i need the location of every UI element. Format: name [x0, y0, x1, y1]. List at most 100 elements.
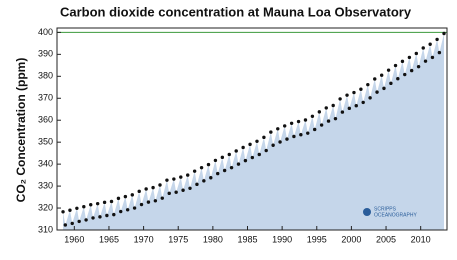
- data-point: [292, 134, 296, 139]
- data-point: [276, 127, 280, 131]
- data-point: [153, 199, 158, 203]
- data-point: [179, 175, 183, 179]
- data-point: [186, 173, 190, 177]
- data-point: [278, 140, 282, 144]
- data-point: [123, 194, 128, 199]
- data-point: [340, 110, 345, 114]
- data-point: [326, 119, 331, 123]
- x-tick-label: 1970: [134, 234, 154, 244]
- data-point: [430, 55, 435, 60]
- data-point: [82, 205, 86, 209]
- data-point: [220, 155, 225, 160]
- data-point: [206, 162, 211, 167]
- y-tick-label: 330: [38, 180, 53, 190]
- data-point: [331, 103, 335, 108]
- data-point: [414, 51, 419, 56]
- x-tick-label: 1995: [307, 234, 327, 244]
- data-point: [312, 127, 317, 132]
- logo-text: OCEANOGRAPHY: [374, 212, 417, 218]
- data-point: [416, 64, 421, 69]
- data-point: [248, 142, 252, 147]
- data-point: [303, 118, 308, 122]
- data-point: [75, 206, 79, 210]
- data-point: [95, 201, 100, 206]
- data-point: [241, 145, 245, 150]
- y-tick-label: 310: [38, 224, 53, 234]
- data-point: [119, 209, 123, 214]
- data-point: [271, 143, 275, 147]
- data-point: [393, 63, 398, 68]
- data-point: [319, 123, 324, 127]
- data-point: [216, 171, 220, 176]
- data-point: [158, 183, 162, 187]
- x-tick-label: 1980: [203, 234, 223, 244]
- data-point: [68, 208, 72, 212]
- x-tick-label: 2000: [341, 234, 361, 244]
- data-point: [130, 193, 134, 197]
- data-point: [400, 59, 405, 64]
- y-tick-label: 390: [38, 49, 53, 59]
- logo-text: SCRIPPS: [374, 206, 397, 212]
- data-point: [389, 81, 393, 86]
- data-point: [89, 203, 93, 207]
- data-point: [125, 208, 130, 212]
- data-point: [317, 110, 322, 114]
- data-point: [236, 162, 241, 166]
- data-point: [188, 186, 192, 190]
- data-point: [368, 96, 372, 100]
- data-point: [428, 42, 432, 46]
- x-tick-label: 1975: [168, 234, 188, 244]
- data-point: [423, 59, 428, 63]
- data-point: [98, 215, 102, 219]
- data-point: [139, 202, 144, 207]
- data-point: [373, 77, 377, 81]
- data-point: [347, 106, 352, 111]
- y-tick-label: 350: [38, 137, 53, 147]
- area: [63, 33, 445, 230]
- data-point: [146, 200, 151, 204]
- y-axis-label: CO₂ Concentration (ppm): [14, 58, 28, 203]
- data-point: [352, 90, 356, 95]
- data-point: [105, 213, 109, 218]
- y-tick-label: 360: [38, 115, 53, 125]
- data-point: [306, 131, 310, 135]
- data-point: [91, 216, 95, 220]
- data-point: [77, 219, 81, 224]
- logo-icon: [363, 208, 371, 216]
- data-point: [222, 168, 227, 173]
- y-tick-label: 340: [38, 159, 53, 169]
- data-point: [243, 158, 248, 163]
- data-point: [338, 97, 342, 101]
- data-point: [359, 87, 363, 91]
- data-point: [144, 187, 148, 191]
- data-point: [137, 189, 141, 194]
- x-tick-label: 1985: [237, 234, 257, 244]
- data-point: [409, 68, 414, 73]
- data-point: [407, 55, 412, 60]
- data-point: [354, 104, 358, 108]
- data-point: [345, 93, 349, 97]
- data-point: [102, 200, 107, 205]
- data-point: [192, 169, 197, 173]
- data-point: [442, 31, 446, 36]
- y-tick-label: 370: [38, 93, 53, 103]
- data-point: [333, 116, 338, 121]
- data-point: [229, 165, 234, 170]
- data-point: [264, 148, 268, 153]
- data-point: [174, 190, 178, 194]
- data-point: [366, 82, 370, 87]
- x-tick-label: 1965: [99, 234, 119, 244]
- data-point: [396, 77, 400, 81]
- data-point: [195, 182, 199, 187]
- data-point: [382, 86, 386, 91]
- x-tick-label: 2010: [411, 234, 431, 244]
- data-point: [84, 218, 88, 222]
- data-point: [386, 68, 391, 72]
- data-point: [296, 119, 301, 124]
- data-point: [437, 50, 442, 55]
- data-point: [421, 46, 425, 50]
- data-point: [172, 177, 176, 181]
- plot-frame: [56, 27, 448, 231]
- data-point: [435, 37, 439, 42]
